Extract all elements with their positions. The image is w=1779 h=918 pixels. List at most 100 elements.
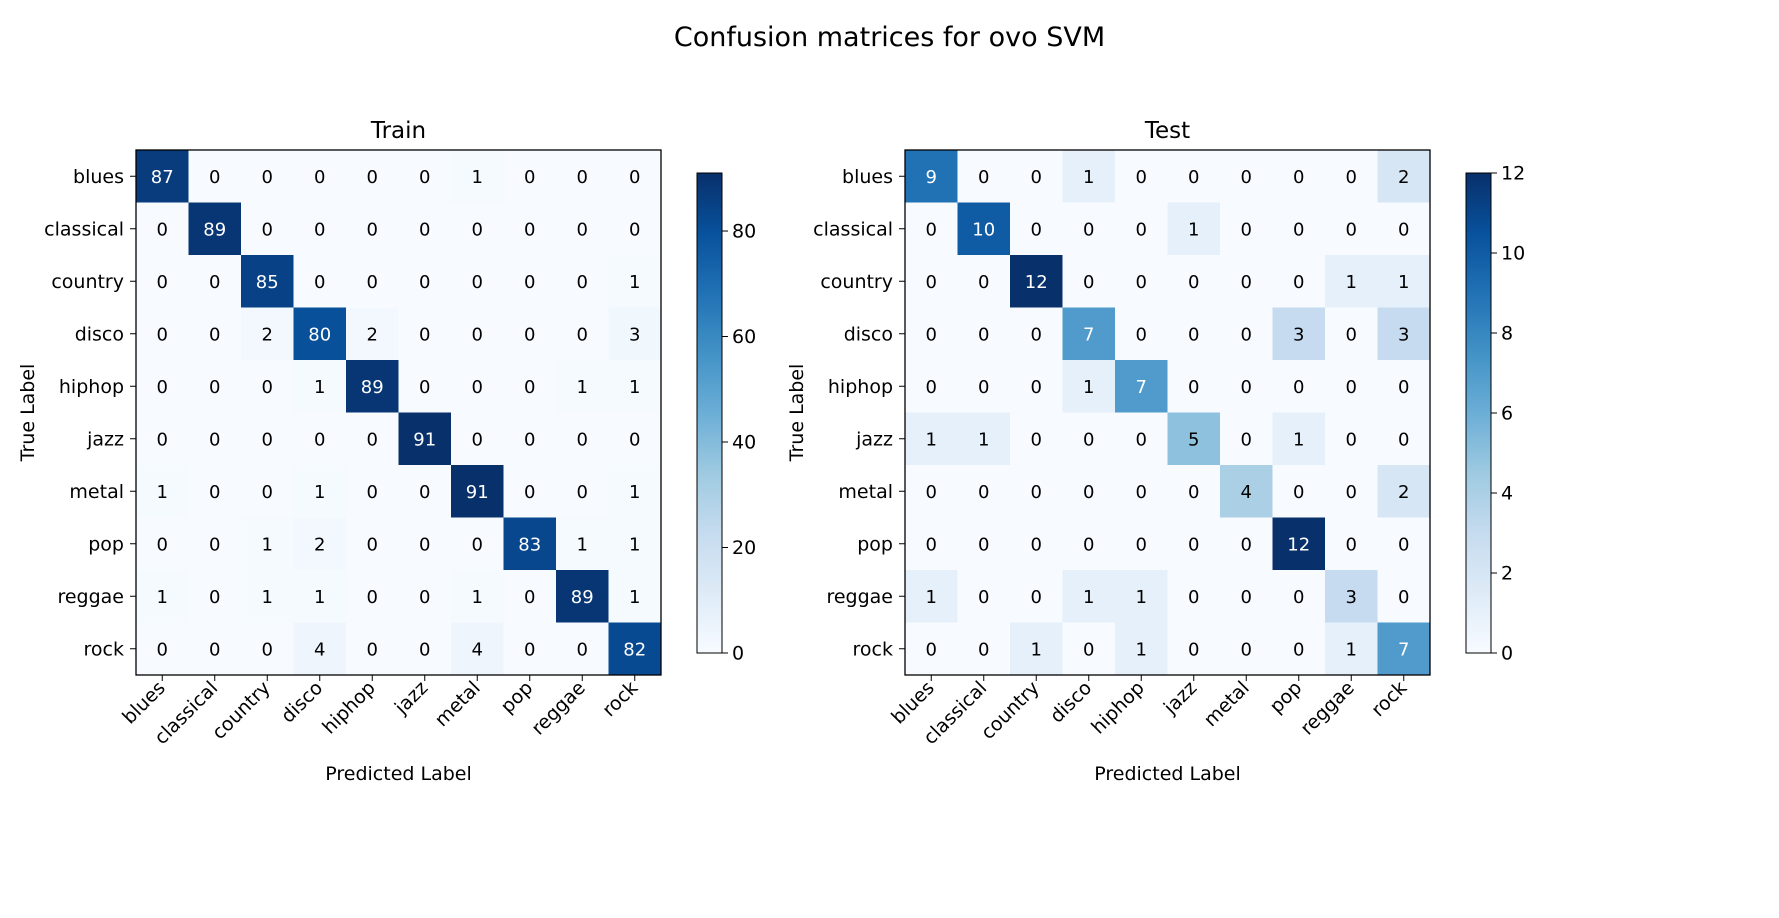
cell-value: 0: [524, 324, 535, 345]
matrix-cell: [1220, 202, 1273, 256]
cell-value: 0: [1188, 167, 1199, 188]
matrix-cell: [556, 412, 609, 466]
matrix-cell: [1167, 517, 1221, 571]
matrix-cell: [608, 570, 662, 623]
matrix-cell: [1115, 255, 1168, 308]
x-tick-label: jazz: [1159, 677, 1201, 719]
cell-value: 0: [1346, 482, 1357, 503]
matrix-cell: [1220, 307, 1273, 361]
cell-value: 0: [978, 167, 989, 188]
matrix-cell: [1377, 517, 1431, 571]
cell-value: 0: [209, 482, 220, 503]
matrix-cell: [1272, 255, 1326, 308]
cell-value: 89: [571, 587, 594, 608]
cell-value: 0: [1188, 482, 1199, 503]
matrix-cell: [241, 570, 294, 623]
cell-value: 0: [262, 167, 273, 188]
cell-value: 3: [1398, 324, 1409, 345]
matrix-cell: [136, 570, 189, 623]
cell-value: 0: [367, 482, 378, 503]
matrix-cell: [451, 622, 504, 676]
cell-value: 0: [367, 219, 378, 240]
matrix-cell: [451, 570, 504, 623]
matrix-cell: [1167, 412, 1221, 466]
cell-value: 0: [157, 639, 168, 660]
matrix-cell: [398, 202, 452, 256]
matrix-cell: [136, 202, 189, 256]
cell-value: 1: [314, 587, 325, 608]
cell-value: 0: [524, 167, 535, 188]
cell-value: 0: [1398, 377, 1409, 398]
cell-value: 2: [1398, 167, 1409, 188]
matrix-cell: [293, 570, 347, 623]
colorbar: [696, 172, 723, 654]
cell-value: 87: [151, 167, 174, 188]
matrix-cell: [1115, 465, 1168, 518]
matrix-cell: [1115, 412, 1168, 466]
cell-value: 0: [1293, 587, 1304, 608]
matrix-cell: [1115, 307, 1168, 361]
matrix-cell: [1272, 622, 1326, 676]
matrix-cell: [1115, 517, 1168, 571]
colorbar-tick-label: 4: [1501, 483, 1513, 505]
cell-value: 1: [1398, 272, 1409, 293]
matrix-cell: [293, 517, 347, 571]
x-tick-label: hiphop: [318, 677, 380, 739]
cell-value: 1: [577, 377, 588, 398]
cell-value: 0: [367, 587, 378, 608]
panel-0: Train 87 0 0 0 0 0 1 0 0 0 0 89 0 0 0 0 0 0 0 0 0 0 85 0 0 0 0 0 0 1 0 0…: [17, 118, 756, 785]
matrix-cell: [241, 465, 294, 518]
cell-value: 82: [623, 639, 646, 660]
cell-value: 0: [262, 377, 273, 398]
y-tick-label: pop: [857, 533, 893, 555]
y-tick-label: jazz: [855, 428, 893, 450]
cell-value: 0: [1136, 219, 1147, 240]
figure-title: Confusion matrices for ovo SVM: [673, 22, 1106, 53]
matrix-cell: [1325, 412, 1378, 466]
cell-value: 1: [926, 587, 937, 608]
y-axis-label: True Label: [17, 364, 39, 463]
matrix-cell: [905, 412, 958, 466]
matrix-cell: [293, 307, 347, 361]
matrix-cell: [136, 465, 189, 518]
cell-value: 0: [157, 429, 168, 450]
matrix-cell: [1220, 255, 1273, 308]
cell-value: 0: [209, 587, 220, 608]
x-tick-label: country: [977, 677, 1044, 744]
matrix-cell: [1010, 570, 1063, 623]
cell-value: 0: [1136, 167, 1147, 188]
matrix-cell: [1010, 307, 1063, 361]
matrix-cell: [451, 517, 504, 571]
matrix-cell: [1062, 412, 1116, 466]
matrix-cell: [451, 255, 504, 308]
matrix-cell: [957, 202, 1011, 256]
cell-value: 0: [629, 167, 640, 188]
matrix-cell: [451, 150, 504, 203]
matrix-cell: [1167, 360, 1221, 413]
matrix-cell: [293, 150, 347, 203]
matrix-cell: [608, 202, 662, 256]
cell-value: 0: [1031, 534, 1042, 555]
matrix-cell: [136, 517, 189, 571]
y-tick-label: disco: [844, 323, 893, 345]
cell-value: 1: [629, 587, 640, 608]
cell-value: 0: [1293, 377, 1304, 398]
cell-value: 0: [367, 429, 378, 450]
matrix-cell: [556, 360, 609, 413]
cell-value: 0: [262, 429, 273, 450]
matrix-cell: [346, 517, 399, 571]
cell-value: 1: [1083, 587, 1094, 608]
cell-value: 2: [262, 324, 273, 345]
matrix-cell: [1377, 465, 1431, 518]
matrix-cell: [398, 360, 452, 413]
cell-value: 0: [629, 219, 640, 240]
y-tick-label: rock: [853, 638, 893, 660]
cell-value: 0: [209, 639, 220, 660]
y-tick-label: hiphop: [59, 376, 124, 398]
cell-value: 0: [577, 429, 588, 450]
cell-value: 0: [978, 324, 989, 345]
y-tick-label: country: [51, 271, 124, 293]
matrix-cell: [398, 307, 452, 361]
cell-value: 0: [157, 219, 168, 240]
